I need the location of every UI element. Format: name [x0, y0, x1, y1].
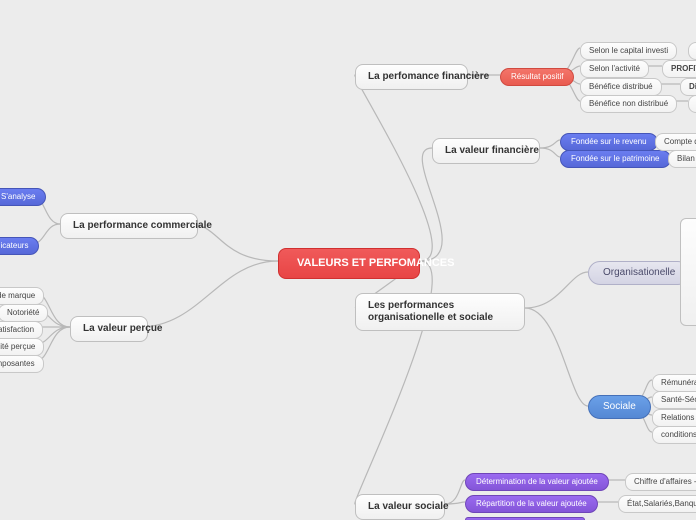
pill-fondee-patrimoine[interactable]: Fondée sur le patrimoine: [560, 150, 671, 168]
pill-resultat-positif[interactable]: Résultat positif: [500, 68, 574, 86]
branch-valeur-percue[interactable]: La valeur perçue: [70, 316, 148, 342]
leaf-capital-investi[interactable]: Selon le capital investi: [580, 42, 677, 60]
leaf-r[interactable]: R: [688, 42, 696, 60]
pill-indicateurs[interactable]: dicateurs: [0, 237, 39, 255]
branch-perf-financiere[interactable]: La perfomance financière: [355, 64, 468, 90]
leaf-benefice-distribue[interactable]: Bénéfice distribué: [580, 78, 662, 96]
leaf-bilan[interactable]: Bilan: [668, 150, 696, 168]
leaf-composantes[interactable]: omposantes: [0, 355, 44, 373]
leaf-notoriete[interactable]: Notoriété: [0, 304, 48, 322]
branch-valeur-financiere[interactable]: La valeur financière: [432, 138, 540, 164]
pill-repartition-va[interactable]: Répartition de la valeur ajoutée: [465, 495, 598, 513]
leaf-relations-pro[interactable]: Relations Pr: [652, 409, 696, 427]
leaf-remuneration[interactable]: Rémunératio: [652, 374, 696, 392]
pill-fondee-revenu[interactable]: Fondée sur le revenu: [560, 133, 658, 151]
leaf-satisfaction[interactable]: satisfaction: [0, 321, 43, 339]
leaf-profit[interactable]: PROFIT: [662, 60, 696, 78]
leaf-de-marque[interactable]: de marque: [0, 287, 44, 305]
leaf-benefice-non-distribue[interactable]: Bénéfice non distribué: [580, 95, 677, 113]
leaf-qualite-percue[interactable]: alité perçue: [0, 338, 44, 356]
root-node[interactable]: VALEURS ET PERFOMANCES: [278, 248, 420, 279]
bigbox-organisationelle: [680, 218, 696, 326]
tag-organisationelle[interactable]: Organisationelle: [588, 261, 690, 285]
leaf-divi[interactable]: Divi: [680, 78, 696, 96]
leaf-chiffre-affaires[interactable]: Chiffre d'affaires - C: [625, 473, 696, 491]
pill-analyse[interactable]: S'analyse: [0, 188, 46, 206]
leaf-compte-de[interactable]: Compte de: [655, 133, 696, 151]
tag-sociale[interactable]: Sociale: [588, 395, 651, 419]
leaf-activite[interactable]: Selon l'activité: [580, 60, 649, 78]
leaf-a[interactable]: A: [688, 95, 696, 113]
branch-perf-org-sociale[interactable]: Les performances organisationelle et soc…: [355, 293, 525, 331]
branch-perf-commerciale[interactable]: La performance commerciale: [60, 213, 198, 239]
leaf-conditions[interactable]: conditions de: [652, 426, 696, 444]
pill-determination-va[interactable]: Détermination de la valeur ajoutée: [465, 473, 609, 491]
leaf-sante-securite[interactable]: Santé-Sécu: [652, 391, 696, 409]
leaf-etat-salaries[interactable]: État,Salariés,Banques,A: [618, 495, 696, 513]
branch-valeur-sociale[interactable]: La valeur sociale: [355, 494, 445, 520]
